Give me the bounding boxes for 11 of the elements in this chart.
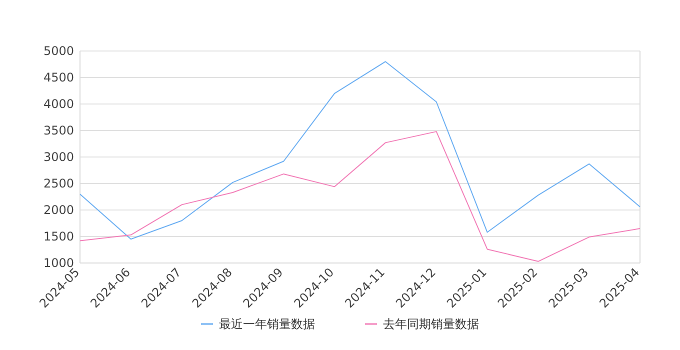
y-tick-label: 3500 [43,124,74,138]
y-tick-label: 1500 [43,230,74,244]
y-tick-label: 5000 [43,44,74,58]
y-tick-label: 2000 [43,203,74,217]
y-tick-label: 3000 [43,150,74,164]
y-tick-label: 4500 [43,70,74,84]
legend-label: 去年同期销量数据 [383,317,479,331]
line-series [80,61,640,240]
y-tick-label: 4000 [43,97,74,111]
legend-label: 最近一年销量数据 [219,317,315,331]
y-tick-label: 2500 [43,176,74,190]
